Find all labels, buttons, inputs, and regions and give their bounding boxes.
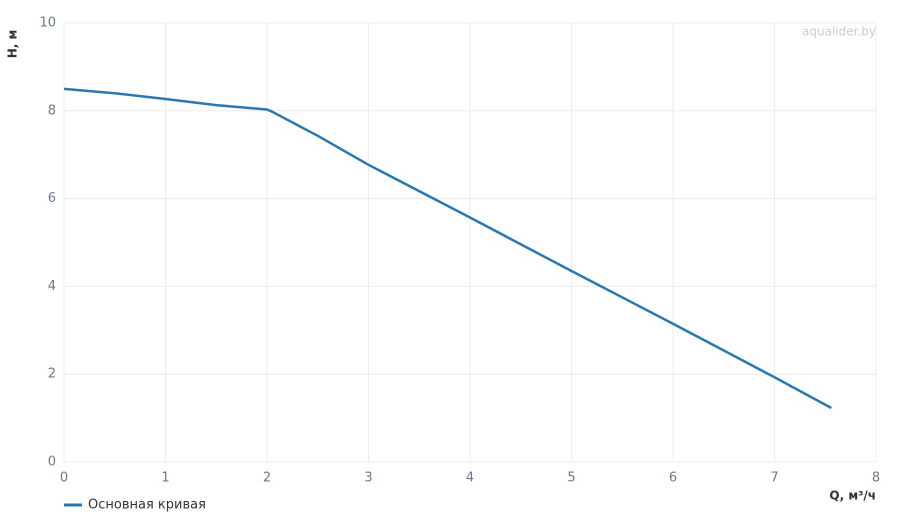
x-axis-label: Q, м³/ч [829,489,876,503]
x-tick-label: 8 [872,471,880,486]
y-tick-label: 8 [48,103,56,118]
x-tick-label: 7 [770,471,778,486]
y-axis-label: Н, м [6,30,20,59]
data-line [63,87,832,410]
y-tick-label: 0 [48,455,56,470]
x-tick-label: 5 [567,471,575,486]
x-tick-label: 0 [60,471,68,486]
y-tick-label: 10 [39,16,56,31]
x-tick-label: 2 [263,471,271,486]
x-tick-label: 4 [466,471,474,486]
y-tick-label: 2 [48,367,56,382]
watermark: aqualider.by [802,25,876,39]
x-tick-label: 6 [669,471,677,486]
x-tick-label: 1 [161,471,169,486]
x-tick-label: 3 [364,471,372,486]
legend-label: Основная кривая [88,498,206,513]
y-tick-label: 4 [48,279,56,294]
y-tick-label: 6 [48,191,56,206]
